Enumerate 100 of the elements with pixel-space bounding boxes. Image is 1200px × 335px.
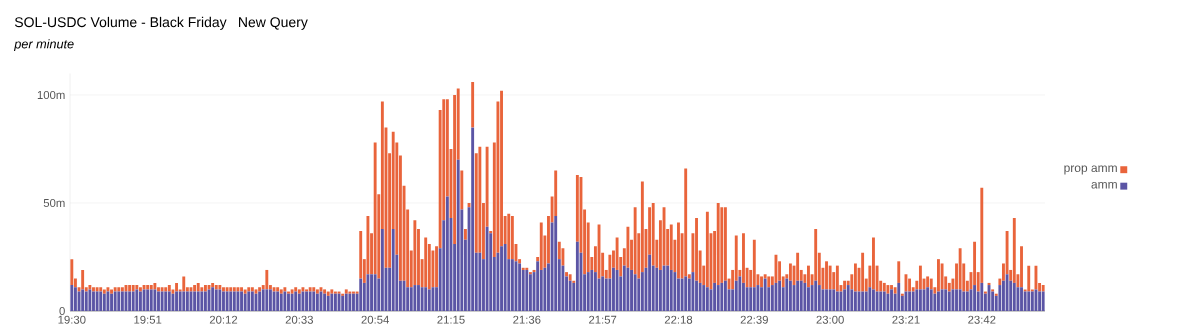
bar	[287, 291, 290, 294]
bar	[554, 215, 558, 311]
x-tick-label: 21:36	[513, 315, 541, 324]
bar	[424, 287, 428, 311]
bar	[160, 291, 164, 311]
bar	[297, 289, 301, 294]
y-tick-label: 0	[59, 306, 65, 315]
bar	[908, 278, 912, 292]
bar	[868, 287, 872, 311]
bar	[716, 202, 720, 286]
bar	[615, 269, 619, 311]
bar	[167, 291, 171, 311]
bar	[370, 274, 373, 311]
bar	[88, 285, 92, 290]
bar	[944, 289, 948, 311]
bar	[175, 282, 178, 292]
bar	[691, 272, 695, 311]
bar	[521, 267, 525, 270]
bar	[485, 226, 489, 311]
bar	[391, 228, 395, 311]
bar	[933, 293, 937, 311]
bar	[890, 285, 893, 290]
bar	[110, 289, 113, 294]
bar	[528, 274, 532, 311]
bar	[218, 289, 222, 311]
bar	[785, 278, 789, 311]
bar	[106, 287, 110, 292]
bar	[200, 291, 204, 311]
bar	[778, 280, 782, 311]
bar	[677, 222, 680, 279]
x-tick-label: 21:15	[437, 315, 465, 324]
x-tick-label: 19:30	[58, 315, 86, 324]
legend-label: amm	[1091, 181, 1117, 189]
bar	[601, 276, 605, 311]
bar	[88, 289, 92, 311]
x-tick-label: 22:39	[740, 315, 768, 324]
bar	[120, 287, 124, 292]
bar	[153, 282, 157, 290]
bar	[911, 291, 915, 311]
bar	[463, 228, 467, 240]
bar	[294, 287, 298, 292]
bar	[879, 291, 883, 311]
bar	[193, 291, 197, 311]
bar	[341, 293, 345, 296]
bar	[113, 287, 117, 292]
bar	[160, 287, 164, 292]
bar	[716, 285, 720, 311]
bar	[695, 218, 698, 281]
bar	[955, 289, 958, 311]
bar	[908, 291, 912, 311]
bar	[756, 285, 760, 311]
bar	[276, 287, 280, 292]
bar	[843, 289, 847, 311]
bar	[622, 265, 626, 311]
bar	[355, 291, 359, 294]
bar	[1016, 287, 1020, 311]
bar	[106, 291, 110, 311]
bar	[835, 291, 839, 311]
bar	[171, 293, 175, 311]
bar	[861, 252, 865, 292]
bar	[326, 295, 330, 311]
bar	[593, 272, 597, 311]
bar	[225, 291, 229, 311]
bar	[1020, 287, 1023, 311]
bar	[211, 287, 215, 311]
bar	[373, 142, 377, 275]
bar	[95, 291, 99, 311]
bar	[182, 291, 186, 311]
legend-label: prop amm	[1064, 165, 1117, 175]
bar	[572, 280, 576, 283]
bar	[525, 269, 529, 311]
bar	[763, 278, 767, 311]
bar	[539, 222, 543, 270]
bar	[265, 269, 269, 290]
bar	[630, 269, 633, 311]
bar	[1023, 291, 1027, 311]
bar	[853, 263, 857, 292]
bar	[817, 285, 821, 311]
bar	[250, 287, 254, 292]
bar	[131, 285, 135, 292]
bar	[1005, 274, 1009, 311]
bar	[864, 291, 868, 311]
bar	[301, 287, 305, 292]
bar	[135, 285, 139, 290]
bar	[835, 265, 839, 292]
bar	[518, 263, 522, 311]
bar	[669, 269, 673, 311]
bar	[586, 272, 590, 311]
bar	[323, 293, 327, 311]
bar	[203, 285, 207, 292]
bar	[315, 289, 319, 294]
bar	[890, 289, 893, 311]
bar	[413, 285, 417, 311]
bar	[431, 287, 435, 311]
bar	[164, 287, 168, 292]
bar	[940, 263, 944, 290]
bar	[1027, 265, 1031, 292]
bar	[843, 280, 847, 290]
bar	[973, 285, 977, 311]
bar	[149, 285, 153, 290]
